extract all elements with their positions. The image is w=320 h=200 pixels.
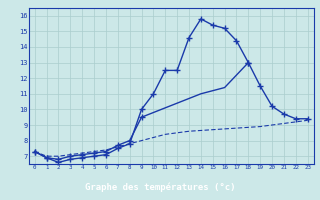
Text: Graphe des températures (°c): Graphe des températures (°c) — [85, 183, 235, 192]
